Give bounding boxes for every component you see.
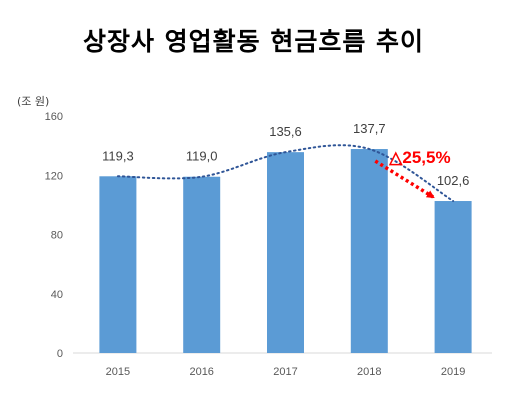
- x-tick-label: 2019: [441, 366, 465, 378]
- y-axis-unit-label: (조 원): [17, 95, 50, 108]
- bar: [350, 149, 388, 353]
- bar: [183, 176, 221, 353]
- data-label: 119,3: [102, 148, 134, 163]
- x-tick-label: 2015: [106, 366, 130, 378]
- decrease-arrow: [374, 159, 435, 199]
- chart-title: 상장사 영업활동 현금흐름 추이: [82, 27, 425, 56]
- bar: [99, 176, 137, 353]
- y-tick-label: 80: [51, 230, 63, 242]
- change-annotation: △25,5%: [388, 148, 450, 167]
- y-tick-label: 40: [51, 289, 63, 301]
- x-tick-label: 2016: [189, 366, 213, 378]
- x-tick-label: 2017: [273, 366, 297, 378]
- y-tick-label: 0: [57, 348, 63, 360]
- x-tick-label: 2018: [357, 366, 381, 378]
- data-labels: 119,3 119,0 135,6 137,7 102,6: [102, 121, 469, 188]
- y-tick-label: 120: [45, 170, 63, 182]
- y-tick-label: 160: [45, 111, 63, 123]
- data-label: 119,0: [186, 149, 218, 164]
- trend-line: [116, 144, 455, 203]
- y-axis-ticks: 0 40 80 120 160: [45, 111, 63, 360]
- x-axis-ticks: 2015 2016 2017 2018 2019: [106, 366, 466, 378]
- bars: [99, 149, 472, 353]
- data-label: 135,6: [269, 124, 302, 139]
- data-label: 137,7: [353, 121, 386, 136]
- data-label: 102,6: [437, 173, 470, 188]
- bar: [434, 201, 472, 353]
- bar: [267, 152, 304, 353]
